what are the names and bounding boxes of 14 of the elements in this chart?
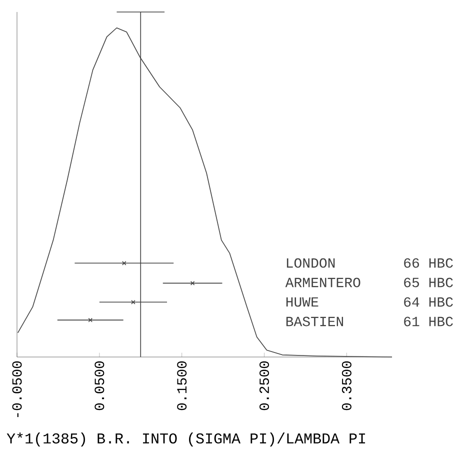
x-axis-title: Y*1(1385) B.R. INTO (SIGMA PI)/LAMBDA PI bbox=[6, 432, 366, 446]
text: 66 HBC bbox=[404, 258, 453, 268]
x-tick-label: -0.0500 bbox=[12, 361, 22, 418]
text: 61 HBC bbox=[404, 316, 453, 326]
x-tick-label: 0.0500 bbox=[94, 361, 104, 410]
text: 65 HBC bbox=[404, 278, 453, 288]
annotation: ARMENTERO bbox=[285, 278, 360, 288]
x-tick-label: 0.3500 bbox=[342, 361, 352, 410]
annotation: BASTIEN bbox=[286, 316, 344, 326]
annotation: LONDON bbox=[286, 258, 335, 268]
text: 64 HBC bbox=[404, 297, 453, 307]
x-tick-label: 0.2500 bbox=[260, 361, 270, 410]
x-tick-label: 0.1500 bbox=[177, 361, 187, 410]
annotation: HUWE bbox=[286, 297, 318, 307]
